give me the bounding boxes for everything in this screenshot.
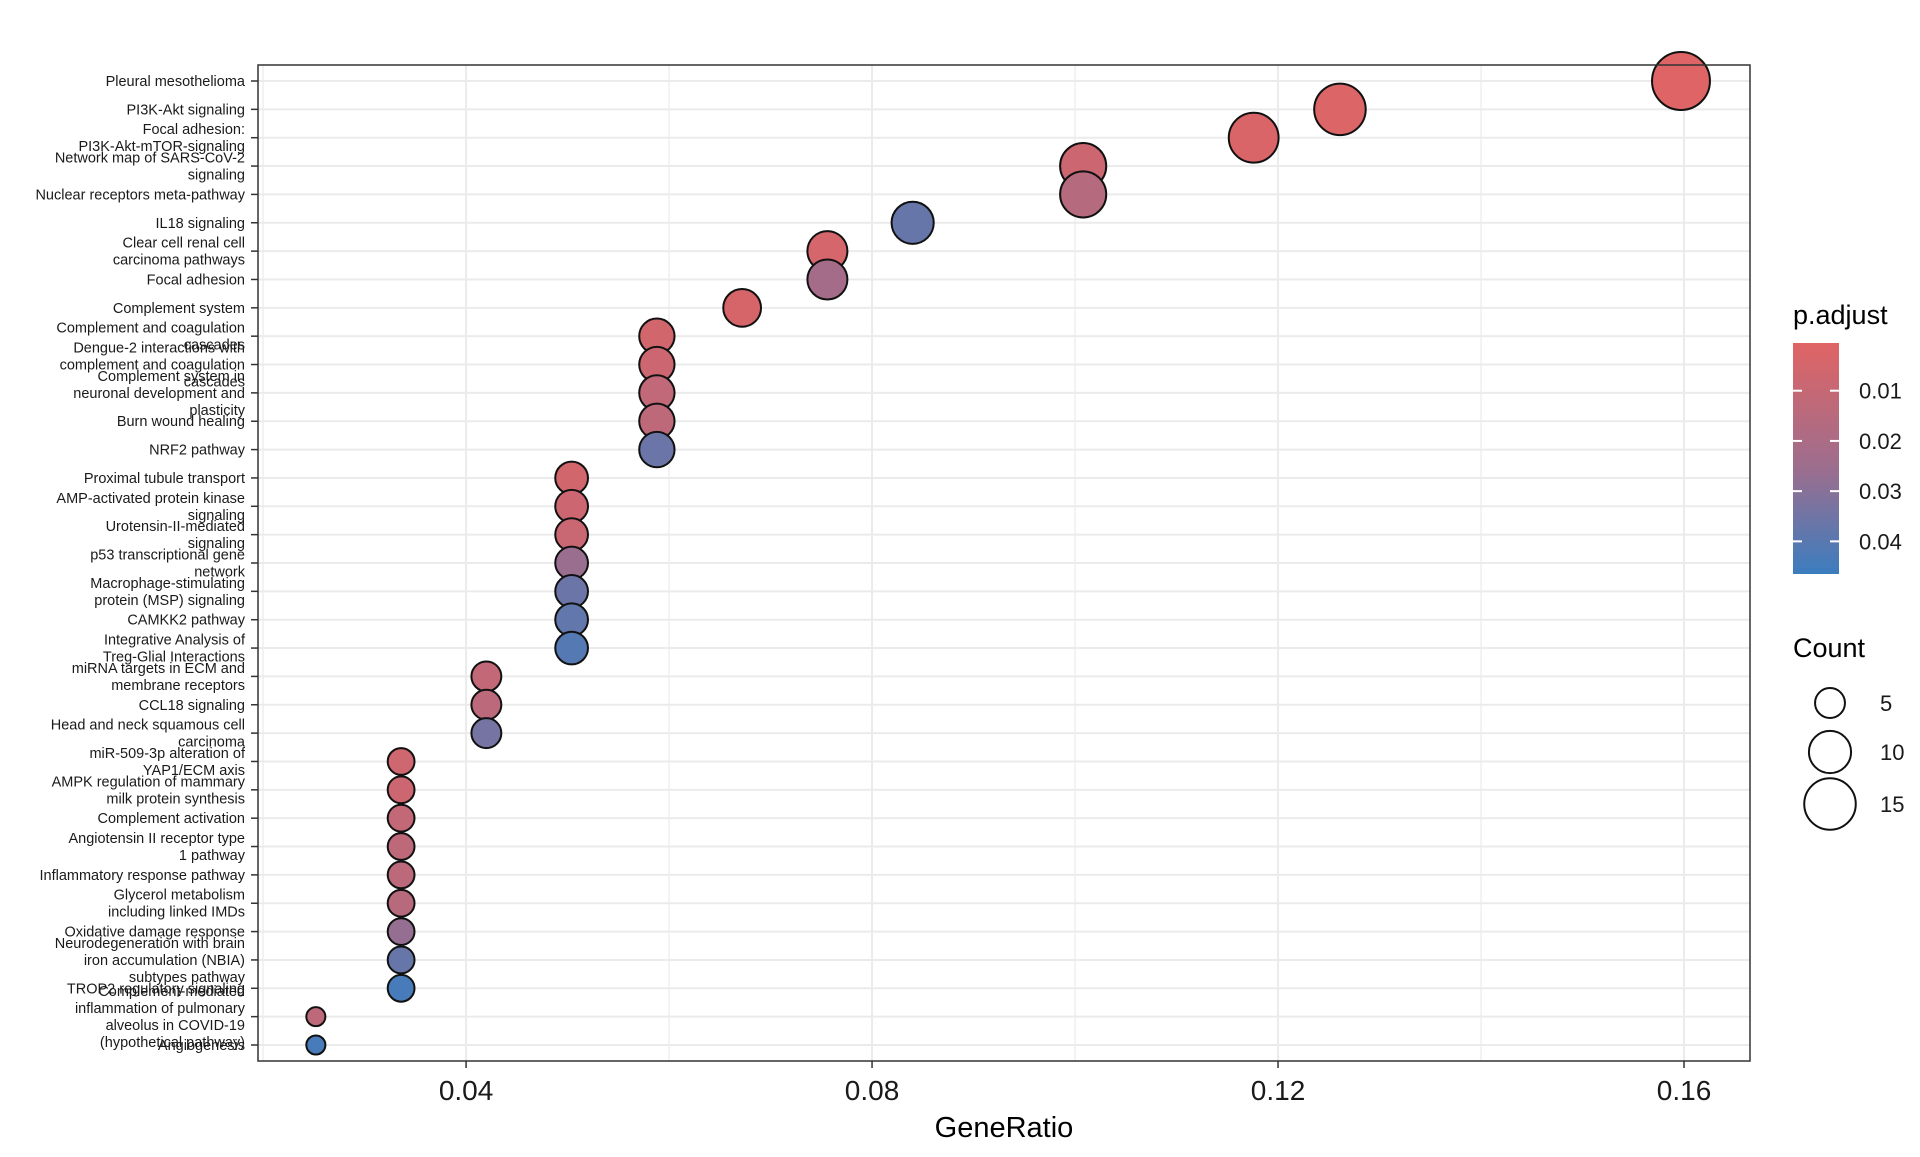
y-tick-label: Head and neck squamous cell carcinoma <box>51 718 246 751</box>
data-point <box>638 430 676 469</box>
data-point <box>386 917 416 946</box>
y-tick-label: Complement activation <box>98 811 246 827</box>
x-tick-label: 0.12 <box>1251 1075 1306 1106</box>
y-tick-label: Proximal tubule transport <box>84 471 245 487</box>
legend-layer: p.adjust Count 0.01 0.02 0.03 0.04 5 10 15 <box>1793 300 1904 831</box>
y-tick-label: Complement-mediated inflammation of pulmo… <box>75 984 246 1051</box>
color-legend-label: 0.03 <box>1859 479 1902 504</box>
x-tick-label: 0.16 <box>1657 1075 1712 1106</box>
color-legend-label: 0.02 <box>1859 429 1902 454</box>
data-point <box>386 747 416 776</box>
y-tick-label: Angiogenesis <box>158 1038 245 1054</box>
y-tick-label: Burn wound healing <box>117 414 245 430</box>
color-legend-bar <box>1793 343 1839 574</box>
y-tick-label: Complement and coagulation cascades <box>56 321 245 354</box>
size-legend-label: 15 <box>1880 792 1904 817</box>
y-tick-label: PI3K-Akt signaling <box>127 102 245 118</box>
data-point <box>386 973 416 1003</box>
y-tick-label: Dengue-2 interactions with complement and… <box>60 341 245 391</box>
x-tick-label: 0.08 <box>845 1075 900 1106</box>
size-legend-title: Count <box>1793 633 1866 663</box>
y-tick-label: NRF2 pathway <box>149 443 246 459</box>
y-tick-label: Glycerol metabolism including linked IMDs <box>108 888 245 921</box>
x-tick-label: 0.04 <box>439 1075 494 1106</box>
data-point <box>1651 51 1711 111</box>
data-point <box>470 717 503 750</box>
size-legend-label: 10 <box>1880 740 1904 765</box>
y-tick-label: Nuclear receptors meta-pathway <box>35 187 245 203</box>
y-tick-label: Inflammatory response pathway <box>39 868 245 884</box>
color-legend-label: 0.04 <box>1859 529 1902 554</box>
data-point <box>386 945 416 975</box>
y-tick-label: Angiotensin II receptor type 1 pathway <box>68 831 245 864</box>
y-tick-label: Integrative Analysis of Treg-Glial Intera… <box>103 633 246 666</box>
y-tick-label: Clear cell renal cell carcinoma pathways <box>113 236 245 269</box>
data-point <box>305 1006 327 1028</box>
data-point <box>386 775 416 805</box>
data-point <box>554 630 589 666</box>
y-tick-label: miR-509-3p alteration of YAP1/ECM axis <box>89 746 246 779</box>
y-tick-label: Pleural mesothelioma <box>106 74 246 90</box>
data-point <box>386 803 416 833</box>
data-point <box>386 832 416 861</box>
y-tick-label: TROP2 regulatory signaling <box>67 981 245 997</box>
y-tick-label: miRNA targets in ECM and membrane recepto… <box>72 661 245 694</box>
y-tick-label: Focal adhesion: PI3K-Akt-mTOR-signaling <box>78 122 245 155</box>
y-tick-label: Urotensin-II-mediated signaling <box>106 519 245 552</box>
data-point <box>1313 82 1367 137</box>
y-tick-label: AMPK regulation of mammary milk protein s… <box>52 774 246 807</box>
data-point <box>1059 170 1108 219</box>
color-legend-label: 0.01 <box>1859 379 1902 404</box>
y-tick-label: Oxidative damage response <box>64 925 245 941</box>
y-tick-label: Macrophage-stimulating protein (MSP) sign… <box>90 576 245 609</box>
data-point <box>890 200 935 245</box>
y-tick-label: Network map of SARS-CoV-2 signaling <box>55 151 245 184</box>
size-legend-label: 5 <box>1880 691 1892 716</box>
y-tick-label: Complement system in neuronal development… <box>73 369 245 419</box>
data-point <box>305 1034 327 1056</box>
data-point <box>722 287 763 328</box>
y-tick-label: Focal adhesion <box>147 272 245 288</box>
grid-layer <box>258 65 1750 1061</box>
y-tick-label: p53 transcriptional gene network <box>90 548 246 581</box>
size-legend-circle <box>1814 687 1846 719</box>
point-layer <box>305 51 1711 1056</box>
y-tick-label: CAMKK2 pathway <box>127 613 245 629</box>
y-tick-label: IL18 signaling <box>156 216 246 232</box>
data-point <box>470 660 503 693</box>
y-tick-label: AMP-activated protein kinase signaling <box>56 491 245 524</box>
color-legend-title: p.adjust <box>1793 300 1888 330</box>
data-point <box>806 258 849 301</box>
y-tick-label: CCL18 signaling <box>139 698 245 714</box>
data-point <box>386 888 416 918</box>
x-axis-title: GeneRatio <box>935 1112 1074 1144</box>
axis-layer: 0.04 0.08 0.12 0.16 Pleural mesothelioma PI3K… <box>35 74 1711 1106</box>
size-legend-circle <box>1807 729 1853 775</box>
size-legend-circle <box>1803 777 1857 831</box>
y-tick-label: Complement system <box>113 301 245 317</box>
y-tick-label: Neurodegeneration with brain iron accumul… <box>55 936 246 986</box>
data-point <box>1227 111 1280 164</box>
data-point <box>386 860 416 890</box>
data-point <box>470 688 503 721</box>
